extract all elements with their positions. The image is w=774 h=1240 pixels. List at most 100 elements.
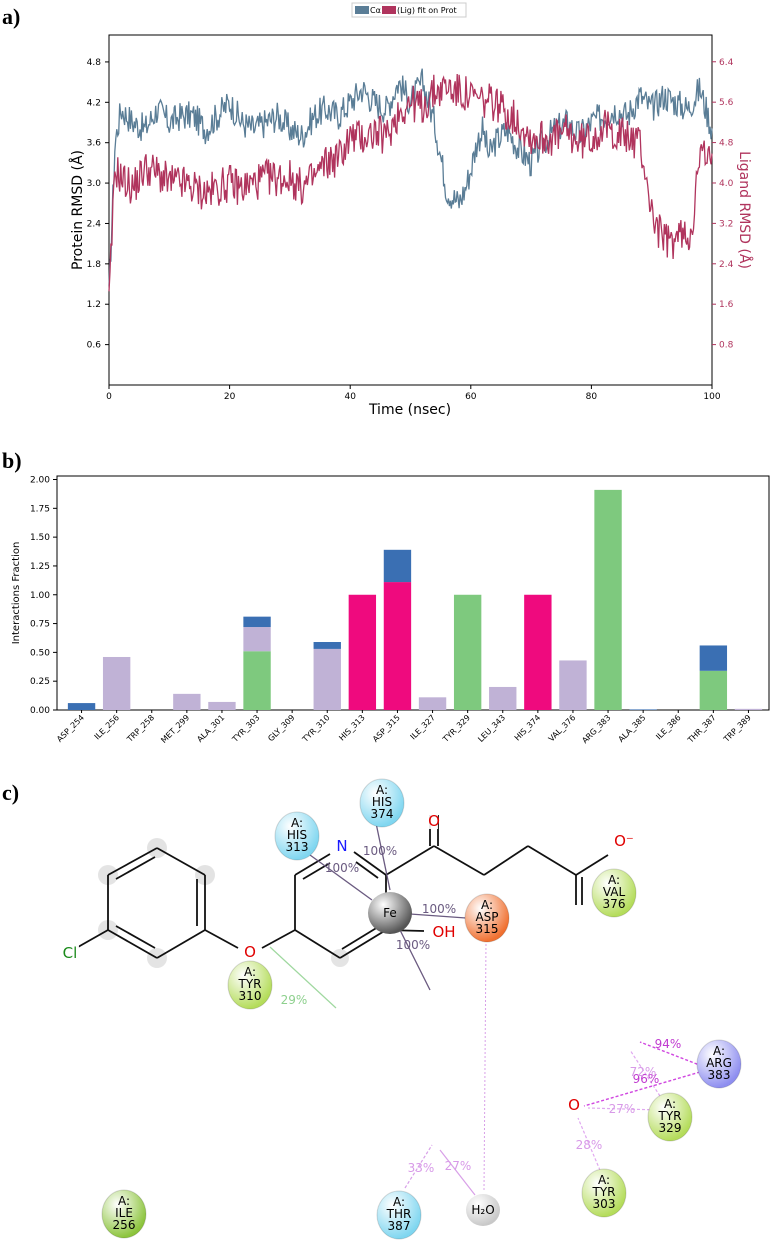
residue-node xyxy=(647,1092,693,1142)
residue-chain: A: xyxy=(376,783,388,797)
residue-name: TYR xyxy=(592,1185,616,1199)
rmsd-ytick-left-label: 1.8 xyxy=(87,260,102,270)
residue-chain: A: xyxy=(118,1194,130,1208)
residue-name: ASP xyxy=(475,910,498,924)
rmsd-ytick-left-label: 1.2 xyxy=(87,300,101,310)
rmsd-ytick-right-label: 4.0 xyxy=(719,179,734,189)
residue-node xyxy=(227,960,273,1010)
legend-box xyxy=(351,2,467,18)
bar-hydrophobic-ala_301 xyxy=(208,701,236,710)
bar-water_bridge-tyr_303 xyxy=(243,616,271,628)
rmsd-legend: Cα (Lig) fit on Prot xyxy=(351,2,467,18)
rmsd-ytick-left-label: 4.2 xyxy=(87,98,101,108)
rmsd-ytick-right-label: 2.4 xyxy=(719,260,734,270)
solvent-exposure-glows xyxy=(98,838,349,968)
atom-n: N xyxy=(336,837,347,855)
rmsd-ytick-right-label: 3.2 xyxy=(719,219,733,229)
bar-hydrophobic-ile_256 xyxy=(102,656,131,710)
residue-chain: A: xyxy=(664,1097,676,1111)
residue-number: 383 xyxy=(708,1068,731,1082)
thr387-oh-line xyxy=(404,1144,433,1189)
bar-hbond-tyr_303 xyxy=(243,651,271,710)
interactions-xtick-label: ARG_383 xyxy=(580,713,612,745)
residue-chain: A: xyxy=(393,1195,405,1209)
rmsd-ytick-right-label: 4.8 xyxy=(719,139,734,149)
pct-fe-asp315: 100% xyxy=(422,902,456,916)
residue-node xyxy=(591,868,637,918)
residue-chain: A: xyxy=(291,816,303,830)
bar-hydrophobic-tyr_310 xyxy=(313,648,341,710)
residue-node xyxy=(376,1190,422,1240)
rmsd-xtick-label: 80 xyxy=(586,392,598,402)
residue-node xyxy=(101,1189,147,1239)
interactions-xtick-label: ASP_254 xyxy=(55,713,86,744)
residue-name: TYR xyxy=(238,977,262,991)
pct-tyr329: 27% xyxy=(609,1102,636,1116)
rmsd-xtick-label: 40 xyxy=(344,392,356,402)
rmsd-ytick-left-label: 0.6 xyxy=(87,341,102,351)
interactions-xtick-label: ILE_327 xyxy=(409,713,437,741)
bar-hydrophobic-tyr_303 xyxy=(243,627,271,652)
bar-water_bridge-ala_385 xyxy=(629,709,657,711)
residue-number: 303 xyxy=(593,1197,616,1211)
rmsd-xtick-label: 100 xyxy=(703,392,720,402)
fe-metal: Fe xyxy=(368,892,412,934)
water-asp315-line xyxy=(483,939,487,1191)
atom-o-minus: O⁻ xyxy=(614,832,634,850)
residue-name: HIS xyxy=(287,828,307,842)
interactions-ylabel: Interactions Fraction xyxy=(11,542,22,645)
bar-water_bridge-tyr_310 xyxy=(313,642,341,649)
arg383-ominus-line xyxy=(639,1041,703,1067)
interactions-ytick-label: 0.00 xyxy=(30,706,50,716)
fe-label: Fe xyxy=(383,906,397,920)
rmsd-ytick-right-label: 5.6 xyxy=(719,98,734,108)
rmsd-ytick-left-label: 3.0 xyxy=(87,179,102,189)
rmsd-xlabel: Time (nsec) xyxy=(368,402,451,418)
interactions-xtick-label: TYR_329 xyxy=(441,713,473,745)
rmsd-ytick-left-label: 4.8 xyxy=(87,58,102,68)
water-molecule: H₂O xyxy=(466,1194,500,1226)
residue-name: THR xyxy=(386,1207,412,1221)
interactions-xtick-label: TYR_303 xyxy=(230,713,262,745)
rmsd-ytick-right-label: 1.6 xyxy=(719,300,734,310)
interactions-xtick-label: TRP_258 xyxy=(125,713,156,744)
residue-name: TYR xyxy=(658,1109,682,1123)
atom-o-carbonyl-bg xyxy=(425,813,438,829)
tyr310-pi-line xyxy=(269,946,337,1009)
rmsd-ylabel-left: Protein RMSD (Å) xyxy=(69,150,86,270)
bar-water_bridge-asp_315 xyxy=(383,549,412,583)
tyr329-o-line xyxy=(587,1107,661,1111)
bar-water_bridge-thr_387 xyxy=(699,645,728,671)
residue-number: 256 xyxy=(113,1218,136,1232)
interactions-xtick-label: TRP_389 xyxy=(721,713,752,744)
rmsd-ylabel-right: Ligand RMSD (Å) xyxy=(736,151,753,269)
legend-label-protein: Cα xyxy=(370,6,381,15)
panel-label-a: a) xyxy=(2,4,20,29)
bar-hydrophobic-leu_343 xyxy=(489,686,517,710)
residue-node xyxy=(464,893,510,943)
residue-chain: A: xyxy=(598,1173,610,1187)
bar-ionic-his_313 xyxy=(348,594,377,710)
atom-n-bg xyxy=(333,838,346,854)
pct-fe-o: 100% xyxy=(396,938,430,952)
interactions-ytick-label: 1.00 xyxy=(30,591,50,601)
ligand-interaction-diagram: A:HIS374A:HIS313A:VAL376A:ASP315A:TYR310… xyxy=(57,778,742,1240)
water-node xyxy=(466,1194,500,1226)
residue-chain: A: xyxy=(481,898,493,912)
interactions-xtick-label: TYR_310 xyxy=(300,713,332,745)
residue-name: HIS xyxy=(372,795,392,809)
atom-o-acid: O xyxy=(568,1096,580,1114)
rmsd-xtick-label: 20 xyxy=(224,392,236,402)
legend-swatch-ligand xyxy=(382,6,396,14)
bar-hydrophobic-met_299 xyxy=(173,693,201,710)
rmsd-ytick-right-label: 6.4 xyxy=(719,58,734,68)
pct-water: 27% xyxy=(445,1159,472,1173)
